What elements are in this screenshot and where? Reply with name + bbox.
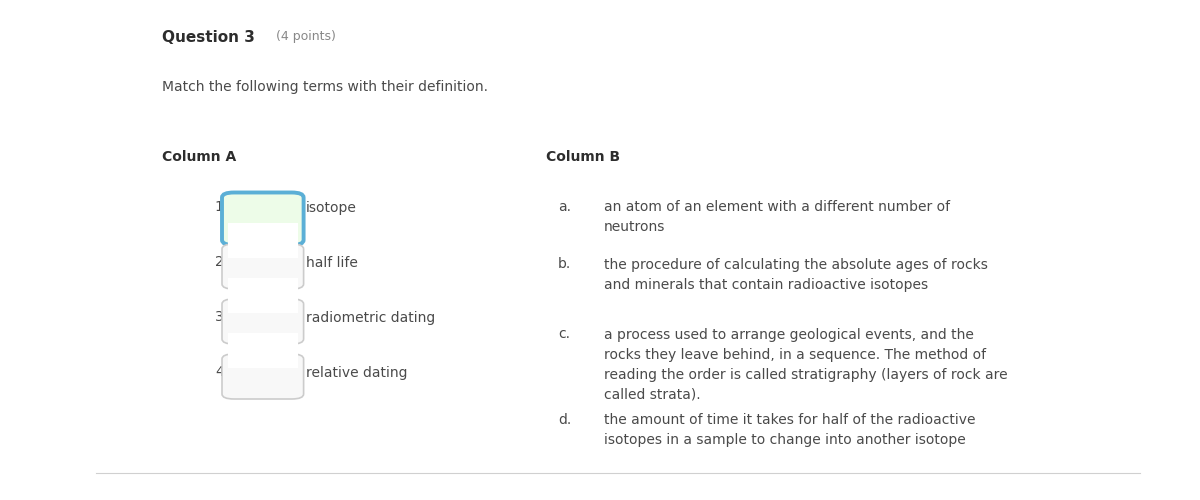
Text: (4 points): (4 points) — [276, 30, 336, 43]
FancyBboxPatch shape — [222, 244, 304, 289]
FancyBboxPatch shape — [222, 354, 304, 399]
FancyBboxPatch shape — [222, 299, 304, 344]
Text: half life: half life — [306, 256, 358, 270]
Text: isotope: isotope — [306, 201, 356, 215]
Text: radiometric dating: radiometric dating — [306, 311, 436, 325]
Text: 1.: 1. — [215, 200, 228, 214]
FancyBboxPatch shape — [228, 332, 298, 368]
Text: a process used to arrange geological events, and the
rocks they leave behind, in: a process used to arrange geological eve… — [604, 328, 1007, 402]
FancyBboxPatch shape — [228, 278, 298, 312]
Text: a.: a. — [558, 200, 571, 214]
Text: Column B: Column B — [546, 150, 620, 164]
Text: 3.: 3. — [215, 310, 228, 324]
Text: an atom of an element with a different number of
neutrons: an atom of an element with a different n… — [604, 200, 949, 234]
Text: Column A: Column A — [162, 150, 236, 164]
FancyBboxPatch shape — [228, 222, 298, 258]
Text: Match the following terms with their definition.: Match the following terms with their def… — [162, 80, 488, 94]
Text: Question 3: Question 3 — [162, 30, 254, 45]
Text: relative dating: relative dating — [306, 366, 408, 380]
Text: d.: d. — [558, 412, 571, 426]
Text: 4.: 4. — [215, 365, 228, 379]
Text: 2.: 2. — [215, 255, 228, 269]
Text: b.: b. — [558, 258, 571, 272]
Text: c.: c. — [558, 328, 570, 342]
Text: the amount of time it takes for half of the radioactive
isotopes in a sample to : the amount of time it takes for half of … — [604, 412, 976, 446]
FancyBboxPatch shape — [222, 192, 304, 245]
Text: the procedure of calculating the absolute ages of rocks
and minerals that contai: the procedure of calculating the absolut… — [604, 258, 988, 292]
